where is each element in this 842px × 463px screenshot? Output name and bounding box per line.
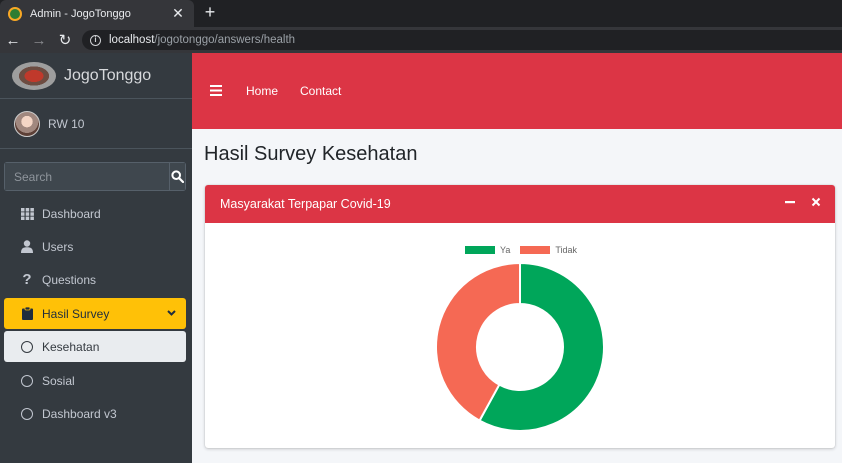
page-title: Hasil Survey Kesehatan xyxy=(204,143,418,165)
chart-legend: Ya Tidak xyxy=(465,245,587,255)
clipboard-icon xyxy=(20,307,34,321)
grid-icon xyxy=(20,207,34,221)
browser-toolbar: ← → ↻ i localhost/jogotonggo/answers/hea… xyxy=(0,27,842,53)
reload-icon[interactable]: ↻ xyxy=(58,32,72,49)
sidebar-item-label: Kesehatan xyxy=(42,339,100,354)
sidebar-item-label: Dashboard v3 xyxy=(42,406,117,421)
legend-label: Tidak xyxy=(555,245,578,255)
user-panel: RW 10 xyxy=(0,99,192,149)
search-input[interactable] xyxy=(4,162,169,191)
doughnut-chart xyxy=(435,261,605,432)
nav-link-contact[interactable]: Contact xyxy=(300,84,342,98)
legend-item-ya[interactable]: Ya xyxy=(465,245,510,255)
legend-swatch xyxy=(520,246,551,254)
top-navbar: Home Contact xyxy=(192,53,842,129)
sidebar-item-label: Users xyxy=(42,239,74,254)
close-tab-icon[interactable]: ✕ xyxy=(172,5,184,21)
sidebar-item-label: Hasil Survey xyxy=(42,306,110,321)
circle-icon xyxy=(20,407,34,421)
sidebar-item-users[interactable]: Users xyxy=(4,230,186,263)
card-title: Masyarakat Terpapar Covid-19 xyxy=(220,197,391,211)
info-icon[interactable]: i xyxy=(90,34,101,46)
brand-name: JogoTonggo xyxy=(64,66,152,84)
address-bar[interactable]: i localhost/jogotonggo/answers/health xyxy=(82,30,842,50)
browser-tab-strip: Admin - JogoTonggo ✕ + xyxy=(0,0,842,27)
search-icon xyxy=(171,170,184,183)
slice-tidak[interactable] xyxy=(435,261,521,422)
new-tab-icon[interactable]: + xyxy=(204,2,216,22)
menu-toggle-icon[interactable] xyxy=(210,83,226,99)
search-button[interactable] xyxy=(169,162,186,191)
sidebar-item-dashboard-v3[interactable]: Dashboard v3 xyxy=(4,397,186,430)
sidebar-item-questions[interactable]: ? Questions xyxy=(4,263,186,296)
brand-logo-icon xyxy=(12,61,56,90)
legend-label: Ya xyxy=(500,245,511,255)
browser-tab[interactable]: Admin - JogoTonggo ✕ xyxy=(0,0,194,27)
sidebar-item-sosial[interactable]: Sosial xyxy=(4,364,186,397)
close-card-icon[interactable] xyxy=(809,195,823,210)
chevron-down-icon xyxy=(167,308,176,319)
collapse-icon[interactable] xyxy=(783,195,797,210)
favicon-icon xyxy=(8,6,22,21)
card-header: Masyarakat Terpapar Covid-19 xyxy=(205,185,835,223)
nav-link-home[interactable]: Home xyxy=(246,84,279,98)
tab-title: Admin - JogoTonggo xyxy=(30,7,131,20)
back-arrow-icon[interactable]: ← xyxy=(5,31,21,49)
sidebar-item-label: Sosial xyxy=(42,373,75,388)
slice-ya[interactable] xyxy=(478,261,605,432)
forward-arrow-icon[interactable]: → xyxy=(31,31,47,49)
sidebar-item-dashboard[interactable]: Dashboard xyxy=(4,197,186,230)
sidebar-search xyxy=(4,162,186,191)
url-text: localhost/jogotonggo/answers/health xyxy=(109,34,296,46)
legend-item-tidak[interactable]: Tidak xyxy=(520,245,577,255)
circle-icon xyxy=(20,374,34,388)
sidebar: JogoTonggo RW 10 Dashboard xyxy=(0,53,192,463)
sidebar-item-hasil-survey[interactable]: Hasil Survey xyxy=(4,298,186,329)
legend-swatch xyxy=(465,246,495,254)
avatar xyxy=(14,110,40,137)
brand-link[interactable]: JogoTonggo xyxy=(0,53,192,99)
question-icon: ? xyxy=(22,271,32,288)
sidebar-item-label: Dashboard xyxy=(42,206,101,221)
circle-icon xyxy=(20,340,34,354)
sidebar-item-label: Questions xyxy=(42,272,97,287)
user-icon xyxy=(20,240,34,254)
sidebar-item-kesehatan[interactable]: Kesehatan xyxy=(4,331,186,362)
chart-card: Masyarakat Terpapar Covid-19 Ya Tidak xyxy=(205,185,835,448)
user-name[interactable]: RW 10 xyxy=(48,116,85,131)
sidebar-menu: Dashboard Users ? Questions Hasil Surv xyxy=(4,197,186,430)
